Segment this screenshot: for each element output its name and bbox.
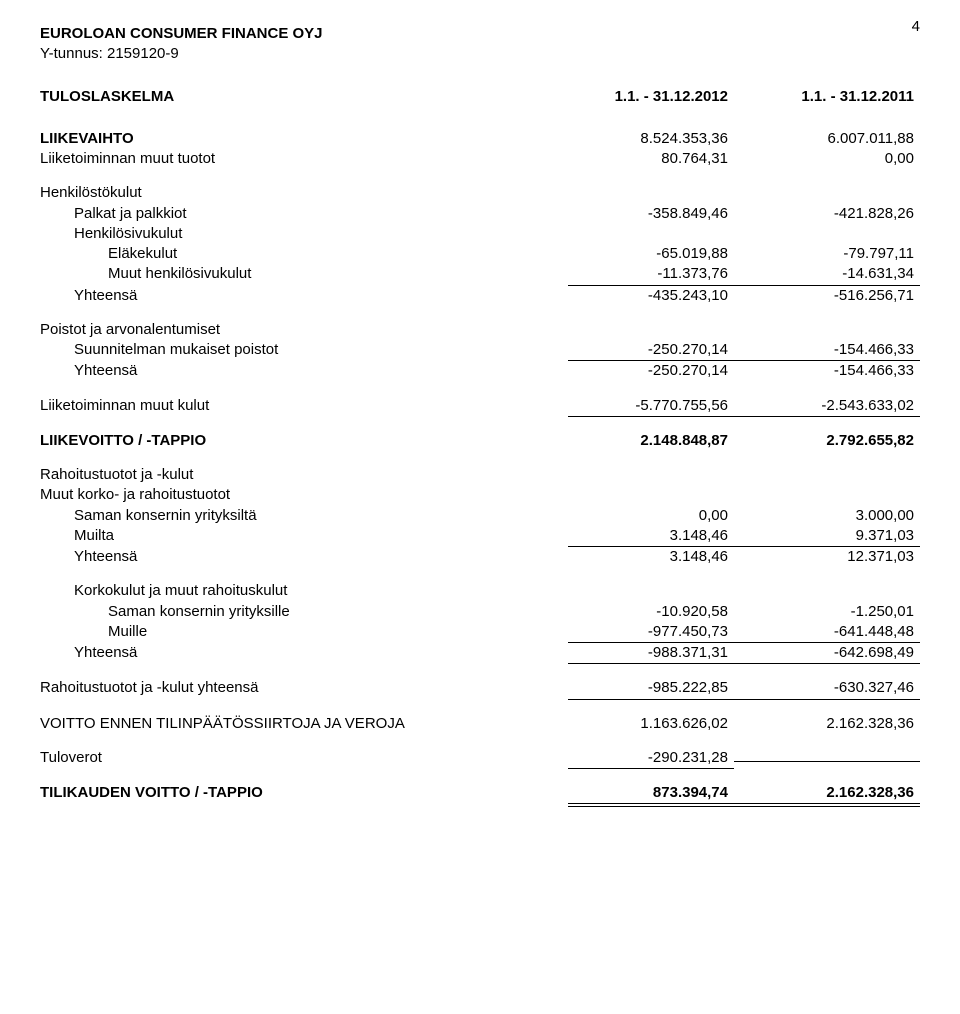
henk-yht-v1: -435.243,10: [568, 286, 734, 306]
poistot-yht-label: Yhteensä: [40, 361, 568, 381]
muukork-h: Muut korko- ja rahoitustuotot: [40, 485, 920, 505]
muille-v1: -977.450,73: [568, 622, 734, 643]
rahtuotot-yht-v1: 3.148,46: [568, 547, 734, 567]
liikevaihto-label: LIIKEVAIHTO: [40, 129, 568, 149]
rah-yht-v1: -985.222,85: [568, 678, 734, 699]
henk-yht-label: Yhteensä: [40, 286, 568, 306]
tuloverot-label: Tuloverot: [40, 748, 568, 768]
korkokulut-yht-label: Yhteensä: [40, 643, 568, 663]
rahtuotot-yht-label: Yhteensä: [40, 547, 568, 567]
rahtuotot-yht-v2: 12.371,03: [734, 547, 920, 567]
saman-v1: 0,00: [568, 506, 734, 526]
voitto-ennen-v1: 1.163.626,02: [568, 714, 734, 734]
muilta-label: Muilta: [40, 526, 568, 546]
henkilostokulut-h: Henkilöstökulut: [40, 183, 920, 203]
tilikauden-v2: 2.162.328,36: [734, 783, 920, 807]
muut-tuotot-v2: 0,00: [734, 149, 920, 169]
rah-yht-label: Rahoitustuotot ja -kulut yhteensä: [40, 678, 568, 698]
suunnitelma-v1: -250.270,14: [568, 340, 734, 361]
korkokulut-yht-v1: -988.371,31: [568, 643, 734, 664]
saman-yr-v2: -1.250,01: [734, 602, 920, 622]
muilta-v1: 3.148,46: [568, 526, 734, 547]
rah-yht-v2: -630.327,46: [734, 678, 920, 699]
liikevoitto-label: LIIKEVOITTO / -TAPPIO: [40, 431, 568, 451]
elakekulut-v1: -65.019,88: [568, 244, 734, 264]
muut-kulut-v2: -2.543.633,02: [734, 396, 920, 417]
poistot-yht-v1: -250.270,14: [568, 361, 734, 381]
company-reg: Y-tunnus: 2159120-9: [40, 44, 920, 64]
company-name: EUROLOAN CONSUMER FINANCE OYJ: [40, 24, 920, 44]
muut-tuotot-label: Liiketoiminnan muut tuotot: [40, 149, 568, 169]
tilikauden-v1: 873.394,74: [568, 783, 734, 807]
muut-sivukulut-label: Muut henkilösivukulut: [40, 264, 568, 284]
voitto-ennen-v2: 2.162.328,36: [734, 714, 920, 734]
saman-yr-v1: -10.920,58: [568, 602, 734, 622]
korkokulut-h: Korkokulut ja muut rahoituskulut: [40, 581, 920, 601]
liikevoitto-v1: 2.148.848,87: [568, 431, 734, 451]
muille-v2: -641.448,48: [734, 622, 920, 643]
muut-sivukulut-v2: -14.631,34: [734, 264, 920, 285]
tilikauden-label: TILIKAUDEN VOITTO / -TAPPIO: [40, 783, 568, 803]
korkokulut-yht-v2: -642.698,49: [734, 643, 920, 664]
elakekulut-v2: -79.797,11: [734, 244, 920, 264]
henk-yht-v2: -516.256,71: [734, 286, 920, 306]
suunnitelma-v2: -154.466,33: [734, 340, 920, 361]
elakekulut-label: Eläkekulut: [40, 244, 568, 264]
suunnitelma-label: Suunnitelman mukaiset poistot: [40, 340, 568, 360]
period-2: 1.1. - 31.12.2011: [734, 87, 920, 107]
tuloverot-v2: [734, 761, 920, 762]
poistot-h: Poistot ja arvonalentumiset: [40, 320, 920, 340]
poistot-yht-v2: -154.466,33: [734, 361, 920, 381]
statement-title: TULOSLASKELMA: [40, 87, 568, 107]
liikevaihto-v1: 8.524.353,36: [568, 129, 734, 149]
liikevoitto-v2: 2.792.655,82: [734, 431, 920, 451]
rahtuotot-h: Rahoitustuotot ja -kulut: [40, 465, 920, 485]
saman-v2: 3.000,00: [734, 506, 920, 526]
liikevaihto-v2: 6.007.011,88: [734, 129, 920, 149]
palkat-label: Palkat ja palkkiot: [40, 204, 568, 224]
voitto-ennen-label: VOITTO ENNEN TILINPÄÄTÖSSIIRTOJA JA VERO…: [40, 714, 568, 734]
muut-kulut-v1: -5.770.755,56: [568, 396, 734, 417]
muut-sivukulut-v1: -11.373,76: [568, 264, 734, 285]
muut-tuotot-v1: 80.764,31: [568, 149, 734, 169]
henkilosivukulut-h: Henkilösivukulut: [40, 224, 920, 244]
page-number: 4: [912, 18, 920, 35]
muilta-v2: 9.371,03: [734, 526, 920, 547]
saman-label: Saman konsernin yrityksiltä: [40, 506, 568, 526]
tuloverot-v1: -290.231,28: [568, 748, 734, 769]
saman-yr-label: Saman konsernin yrityksille: [40, 602, 568, 622]
palkat-v2: -421.828,26: [734, 204, 920, 224]
period-1: 1.1. - 31.12.2012: [568, 87, 734, 107]
muille-label: Muille: [40, 622, 568, 642]
palkat-v1: -358.849,46: [568, 204, 734, 224]
muut-kulut-label: Liiketoiminnan muut kulut: [40, 396, 568, 416]
